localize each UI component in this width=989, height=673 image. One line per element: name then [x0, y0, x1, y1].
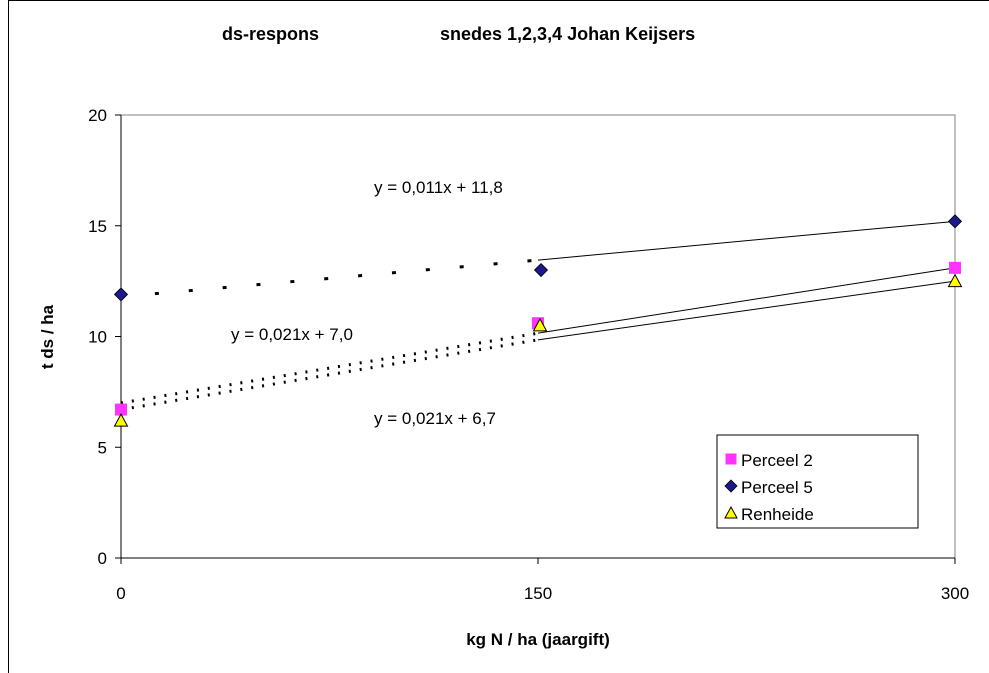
data-points — [113, 214, 963, 427]
x-tick-label: 300 — [941, 584, 969, 603]
trendline-perceel-2 — [120, 331, 539, 405]
point-perceel-5 — [533, 262, 549, 278]
trendline-perceel-5 — [120, 258, 539, 299]
point-perceel-2 — [949, 261, 961, 274]
trendline-label-perceel-2: y = 0,021x + 7,0 — [231, 325, 353, 344]
leader-line-perceel-2 — [537, 267, 956, 334]
trendline-label-leaders — [537, 220, 956, 341]
point-renheide — [532, 317, 548, 332]
point-perceel-5 — [947, 214, 963, 229]
point-perceel-5 — [113, 287, 129, 302]
trendline-label-renheide: y = 0,021x + 6,7 — [374, 409, 496, 428]
y-tick-label: 10 — [88, 328, 107, 347]
legend-label: Perceel 2 — [741, 451, 813, 470]
y-tick-label: 0 — [98, 549, 107, 568]
x-ticks: 0 150 300 — [116, 558, 969, 603]
y-axis-label: t ds / ha — [38, 304, 57, 369]
chart-title-left: ds-respons — [222, 24, 319, 44]
y-ticks: 0 5 10 15 20 — [88, 106, 121, 568]
x-tick-label: 0 — [116, 584, 125, 603]
leader-line-perceel-5 — [537, 220, 956, 261]
chart-title-right: snedes 1,2,3,4 Johan Keijsers — [440, 24, 695, 44]
legend-marker-perceel-5 — [724, 479, 738, 493]
trendline-renheide — [120, 338, 539, 412]
legend-marker-perceel-2 — [725, 453, 737, 465]
leader-line-renheide — [537, 280, 956, 341]
trendline-label-perceel-5: y = 0,011x + 11,8 — [374, 178, 503, 197]
y-tick-label: 20 — [88, 106, 107, 125]
x-tick-label: 150 — [524, 584, 552, 603]
legend-label: Perceel 5 — [741, 478, 813, 497]
legend-box — [716, 434, 919, 529]
legend: Perceel 2 Perceel 5 Renheide — [716, 434, 919, 529]
legend-label: Renheide — [741, 505, 814, 524]
y-tick-label: 15 — [88, 217, 107, 236]
trendlines — [120, 258, 539, 412]
x-axis-label: kg N / ha (jaargift) — [466, 630, 610, 649]
legend-marker-renheide — [724, 505, 738, 519]
y-tick-label: 5 — [98, 438, 107, 457]
point-renheide — [947, 273, 963, 288]
point-renheide — [113, 413, 129, 427]
